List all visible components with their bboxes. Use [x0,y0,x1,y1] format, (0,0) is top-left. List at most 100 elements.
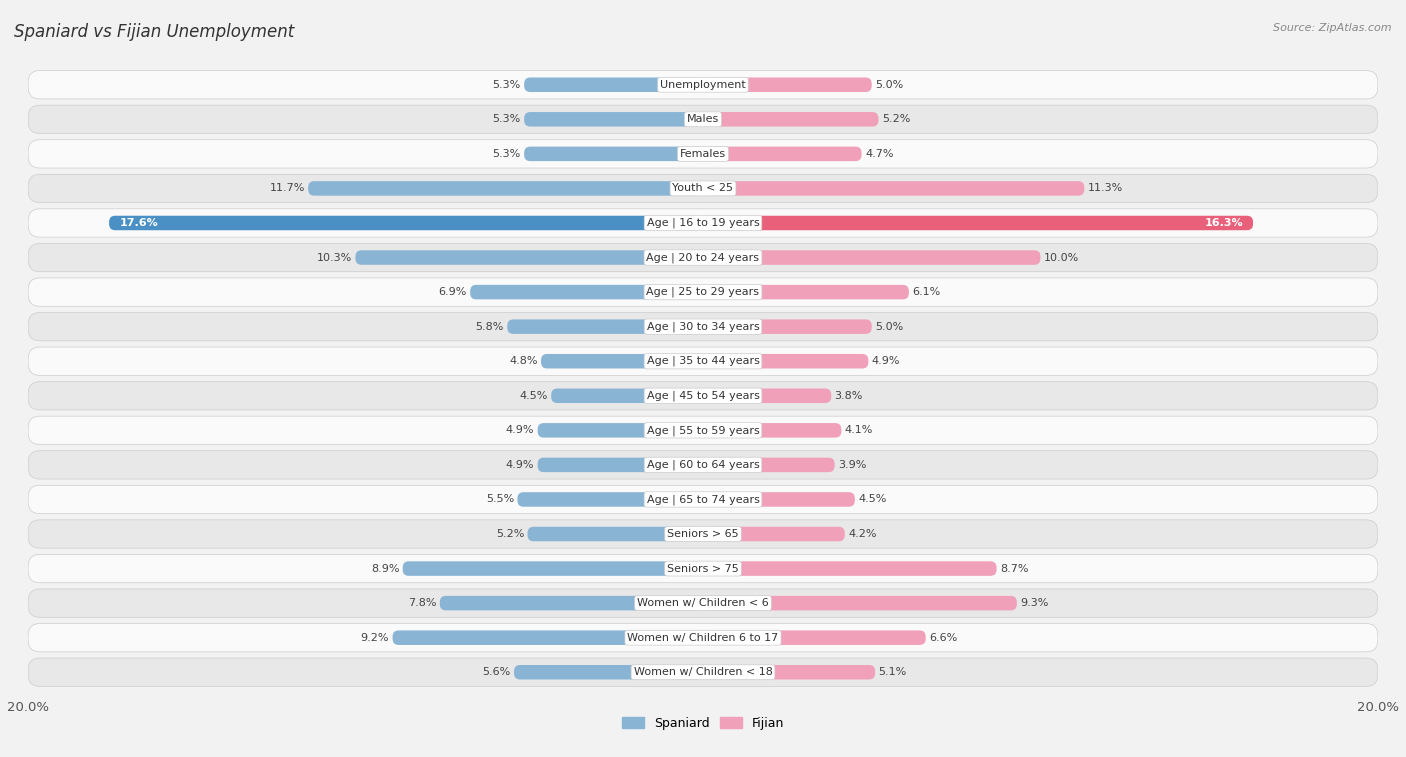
FancyBboxPatch shape [703,181,1084,195]
FancyBboxPatch shape [541,354,703,369]
FancyBboxPatch shape [28,382,1378,410]
Text: 5.5%: 5.5% [486,494,515,504]
FancyBboxPatch shape [392,631,703,645]
Text: 16.3%: 16.3% [1205,218,1243,228]
FancyBboxPatch shape [703,112,879,126]
Text: 17.6%: 17.6% [120,218,157,228]
FancyBboxPatch shape [28,278,1378,307]
FancyBboxPatch shape [308,181,703,195]
Text: 10.3%: 10.3% [316,253,352,263]
FancyBboxPatch shape [28,485,1378,513]
Text: 9.3%: 9.3% [1021,598,1049,608]
Text: 4.5%: 4.5% [858,494,887,504]
Text: 4.9%: 4.9% [872,357,900,366]
Text: Youth < 25: Youth < 25 [672,183,734,194]
Text: Seniors > 65: Seniors > 65 [668,529,738,539]
FancyBboxPatch shape [28,416,1378,444]
Text: 10.0%: 10.0% [1043,253,1078,263]
Text: 7.8%: 7.8% [408,598,436,608]
Text: Women w/ Children < 18: Women w/ Children < 18 [634,667,772,678]
Text: 4.9%: 4.9% [506,425,534,435]
FancyBboxPatch shape [703,458,835,472]
Text: Age | 65 to 74 years: Age | 65 to 74 years [647,494,759,505]
Text: 11.3%: 11.3% [1088,183,1123,194]
FancyBboxPatch shape [440,596,703,610]
FancyBboxPatch shape [703,388,831,403]
Text: 6.6%: 6.6% [929,633,957,643]
FancyBboxPatch shape [524,147,703,161]
FancyBboxPatch shape [703,631,925,645]
Text: 8.9%: 8.9% [371,563,399,574]
FancyBboxPatch shape [28,624,1378,652]
FancyBboxPatch shape [537,423,703,438]
Text: 5.0%: 5.0% [875,322,903,332]
Text: 5.8%: 5.8% [475,322,503,332]
FancyBboxPatch shape [703,216,1253,230]
Text: 5.3%: 5.3% [492,149,520,159]
FancyBboxPatch shape [28,347,1378,375]
FancyBboxPatch shape [517,492,703,506]
Text: 5.3%: 5.3% [492,79,520,90]
Text: 5.6%: 5.6% [482,667,510,678]
FancyBboxPatch shape [537,458,703,472]
Text: 11.7%: 11.7% [270,183,305,194]
Text: Spaniard vs Fijian Unemployment: Spaniard vs Fijian Unemployment [14,23,294,41]
FancyBboxPatch shape [28,450,1378,479]
FancyBboxPatch shape [402,562,703,576]
Text: Age | 35 to 44 years: Age | 35 to 44 years [647,356,759,366]
FancyBboxPatch shape [28,140,1378,168]
Text: 4.8%: 4.8% [509,357,537,366]
FancyBboxPatch shape [703,492,855,506]
Text: Source: ZipAtlas.com: Source: ZipAtlas.com [1274,23,1392,33]
Text: 6.1%: 6.1% [912,287,941,297]
Text: 6.9%: 6.9% [439,287,467,297]
Text: Females: Females [681,149,725,159]
Text: 4.5%: 4.5% [519,391,548,400]
FancyBboxPatch shape [28,105,1378,133]
FancyBboxPatch shape [551,388,703,403]
Text: Age | 45 to 54 years: Age | 45 to 54 years [647,391,759,401]
FancyBboxPatch shape [527,527,703,541]
FancyBboxPatch shape [524,77,703,92]
FancyBboxPatch shape [703,596,1017,610]
Text: 5.2%: 5.2% [882,114,910,124]
FancyBboxPatch shape [356,251,703,265]
FancyBboxPatch shape [28,520,1378,548]
Text: Women w/ Children < 6: Women w/ Children < 6 [637,598,769,608]
Text: 5.0%: 5.0% [875,79,903,90]
FancyBboxPatch shape [110,216,703,230]
Text: 4.1%: 4.1% [845,425,873,435]
Legend: Spaniard, Fijian: Spaniard, Fijian [616,712,790,735]
Text: Age | 25 to 29 years: Age | 25 to 29 years [647,287,759,298]
FancyBboxPatch shape [515,665,703,680]
FancyBboxPatch shape [703,354,869,369]
FancyBboxPatch shape [703,562,997,576]
Text: 4.9%: 4.9% [506,460,534,470]
Text: Age | 60 to 64 years: Age | 60 to 64 years [647,459,759,470]
FancyBboxPatch shape [524,112,703,126]
FancyBboxPatch shape [703,665,875,680]
FancyBboxPatch shape [28,554,1378,583]
FancyBboxPatch shape [28,174,1378,203]
FancyBboxPatch shape [703,77,872,92]
Text: Age | 20 to 24 years: Age | 20 to 24 years [647,252,759,263]
Text: Age | 55 to 59 years: Age | 55 to 59 years [647,425,759,435]
Text: Age | 16 to 19 years: Age | 16 to 19 years [647,218,759,229]
Text: 4.2%: 4.2% [848,529,876,539]
Text: Seniors > 75: Seniors > 75 [666,563,740,574]
FancyBboxPatch shape [703,285,908,299]
Text: 4.7%: 4.7% [865,149,893,159]
FancyBboxPatch shape [703,147,862,161]
FancyBboxPatch shape [28,70,1378,99]
Text: 5.3%: 5.3% [492,114,520,124]
FancyBboxPatch shape [28,313,1378,341]
FancyBboxPatch shape [703,527,845,541]
Text: Women w/ Children 6 to 17: Women w/ Children 6 to 17 [627,633,779,643]
Text: Unemployment: Unemployment [661,79,745,90]
FancyBboxPatch shape [703,423,841,438]
Text: 8.7%: 8.7% [1000,563,1028,574]
FancyBboxPatch shape [28,658,1378,687]
FancyBboxPatch shape [28,209,1378,237]
FancyBboxPatch shape [470,285,703,299]
Text: 5.2%: 5.2% [496,529,524,539]
